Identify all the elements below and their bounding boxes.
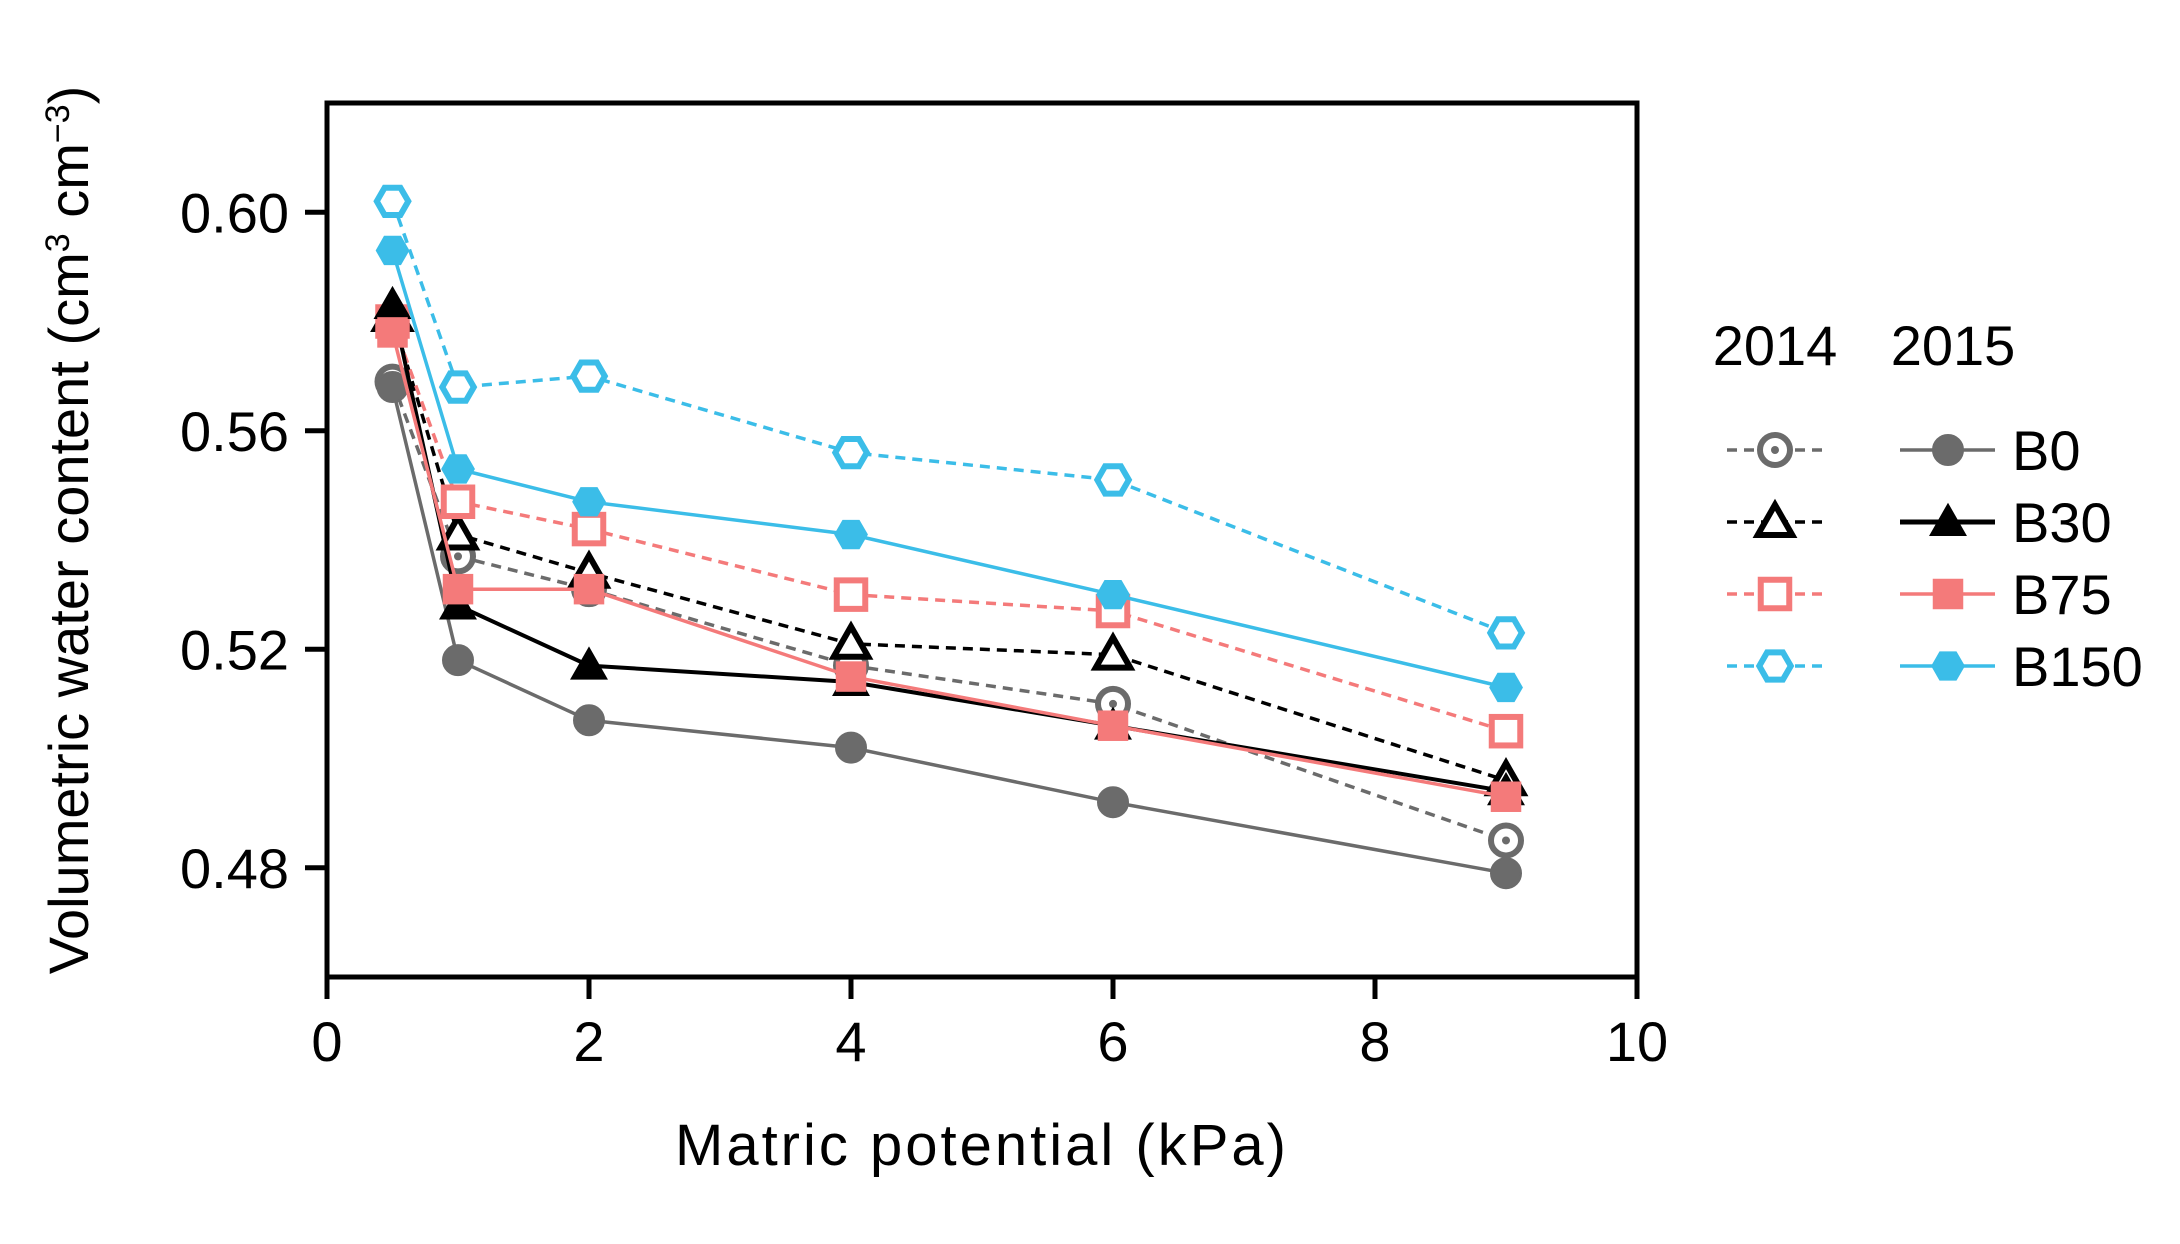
data-point-center <box>1109 699 1117 708</box>
series-b150-2014 <box>373 184 1526 650</box>
y-axis-label-part: Volumetric water content (cm <box>37 252 100 974</box>
data-point <box>1097 786 1129 819</box>
legend-row-b0: B0 <box>1727 419 2081 482</box>
data-point <box>438 370 478 404</box>
x-tick-label: 2 <box>573 1010 604 1073</box>
data-point <box>435 511 481 551</box>
y-tick-label: 0.52 <box>180 618 289 681</box>
y-tick-label: 0.56 <box>180 400 289 463</box>
data-point <box>1097 710 1129 741</box>
plot-frame <box>324 100 1640 980</box>
data-point <box>377 317 408 348</box>
data-point <box>442 573 474 605</box>
y-axis-label-part: cm <box>37 143 100 233</box>
legend-label: B0 <box>2012 419 2081 482</box>
series-line <box>390 315 1507 783</box>
data-point <box>828 620 874 660</box>
data-point <box>835 661 867 692</box>
data-point <box>1488 713 1524 749</box>
data-point <box>1096 580 1130 610</box>
data-point <box>1490 857 1522 890</box>
x-tick-label: 4 <box>835 1010 866 1073</box>
legend-marker-2015 <box>1932 578 1964 610</box>
data-point <box>1489 672 1523 703</box>
y-axis-label-superscript: 3 <box>39 233 77 252</box>
series-b150-2015 <box>375 235 1523 703</box>
y-axis-label: Volumetric water content (cm3 cm−3) <box>37 86 100 975</box>
data-point-center <box>1502 836 1510 845</box>
series-b0-2014 <box>374 363 1524 859</box>
legend-marker-2015 <box>1929 502 1967 536</box>
legend-marker-2014-center <box>1771 446 1779 454</box>
legend-label: B30 <box>2012 491 2112 554</box>
data-point <box>442 644 474 677</box>
data-point <box>1490 781 1522 812</box>
y-tick-label: 0.48 <box>180 837 289 900</box>
legend-row-b75: B75 <box>1727 563 2112 626</box>
y-axis-label-superscript: −3 <box>39 104 77 143</box>
data-point-center <box>454 552 462 561</box>
data-point <box>1486 616 1526 650</box>
legend-label: B150 <box>2012 635 2143 698</box>
data-point <box>1093 463 1133 497</box>
legend-row-b150: B150 <box>1727 635 2143 698</box>
x-tick-label: 6 <box>1097 1010 1128 1073</box>
data-point <box>1090 631 1136 671</box>
legend-header-2015: 2015 <box>1891 314 2016 377</box>
data-point <box>373 184 412 218</box>
series-b75-2015 <box>377 317 1522 812</box>
series-b30-2014 <box>370 292 1529 797</box>
data-point <box>571 511 607 547</box>
data-point <box>573 704 605 737</box>
series-line <box>390 386 1507 875</box>
data-point <box>573 573 605 605</box>
legend-row-b30: B30 <box>1727 491 2112 554</box>
series-line <box>390 331 1507 799</box>
legend-header-2014: 2014 <box>1713 314 1838 377</box>
x-tick-label: 10 <box>1606 1010 1668 1073</box>
legend-label: B75 <box>2012 563 2112 626</box>
x-axis-label: Matric potential (kPa) <box>675 1113 1289 1178</box>
data-point <box>375 235 410 266</box>
legend-marker-2014 <box>1752 498 1798 538</box>
legend-marker-2014 <box>1757 576 1793 612</box>
series-line <box>390 380 1507 843</box>
data-point <box>833 577 869 612</box>
data-point <box>835 731 867 764</box>
data-point <box>441 454 475 484</box>
x-tick-label: 8 <box>1359 1010 1390 1073</box>
data-point <box>831 436 871 470</box>
data-point <box>570 646 608 680</box>
data-point <box>572 487 606 517</box>
series-b75-2014 <box>375 304 1524 749</box>
series-line <box>390 320 1507 733</box>
axes: 0 2 4 6 8 10 0.48 0.52 0.56 0.60 Matric potential … <box>37 86 1668 1178</box>
y-axis-label-part: ) <box>37 86 100 105</box>
data-point <box>440 484 476 520</box>
series-line <box>390 249 1507 690</box>
data-point <box>834 519 868 550</box>
legend: 2014 2015 B0 B30 B75 B150 <box>1713 314 2143 698</box>
legend-marker-2015 <box>1932 434 1964 466</box>
x-tick-label: 0 <box>311 1010 342 1073</box>
series-b30-2015 <box>373 285 1525 806</box>
y-tick-label: 0.60 <box>180 181 289 244</box>
legend-marker-2015 <box>1931 651 1965 681</box>
legend-marker-2014 <box>1755 649 1795 683</box>
series-b0-2015 <box>376 371 1522 890</box>
series-layer <box>370 184 1529 890</box>
series-line <box>390 200 1507 635</box>
data-point <box>569 359 609 393</box>
